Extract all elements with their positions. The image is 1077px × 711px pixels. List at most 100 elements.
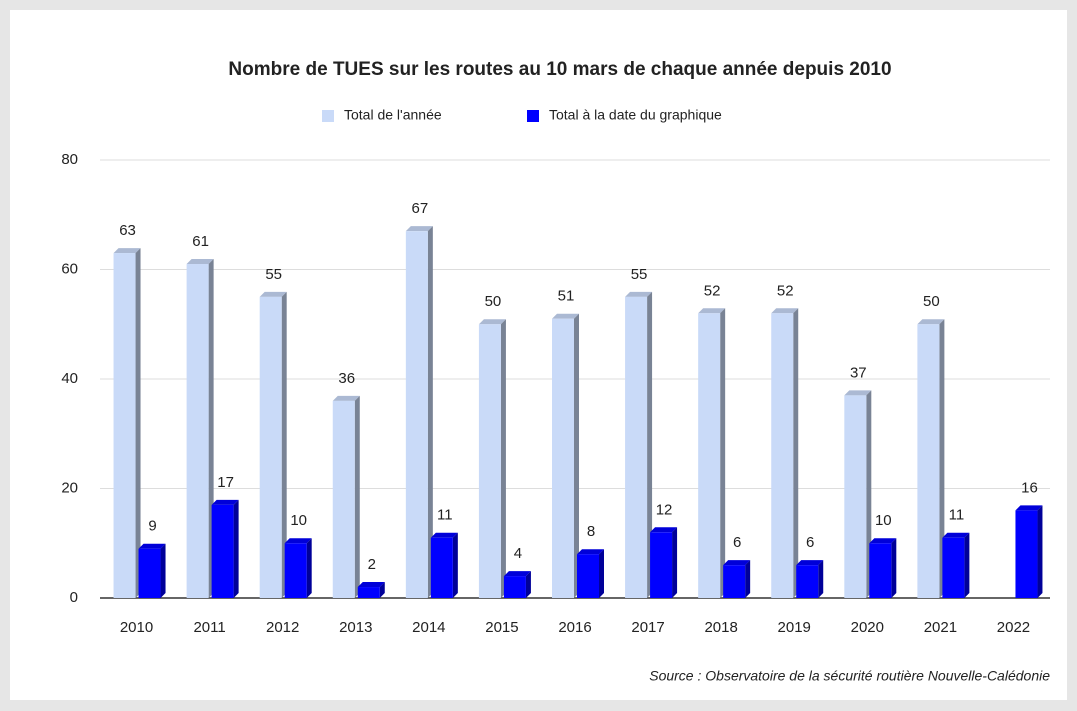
- bar: [430, 532, 458, 598]
- bar-side: [939, 319, 945, 598]
- bar: [211, 499, 239, 598]
- legend-swatch: [527, 110, 539, 122]
- bar-top: [503, 571, 531, 577]
- bar-side: [720, 308, 726, 598]
- value-label: 52: [704, 282, 721, 299]
- value-label: 6: [806, 534, 814, 551]
- bar-side: [427, 226, 433, 599]
- bar-top: [869, 538, 897, 544]
- bar-top: [430, 532, 458, 538]
- bar-top: [625, 291, 653, 297]
- bar-front: [552, 318, 574, 598]
- value-label: 2: [368, 556, 376, 573]
- value-label: 67: [412, 200, 429, 217]
- bar: [332, 395, 360, 598]
- bar-front: [478, 324, 501, 598]
- value-label: 50: [485, 293, 502, 310]
- bar-front: [723, 565, 746, 598]
- bar-top: [186, 259, 214, 265]
- x-tick-label: 2020: [851, 619, 884, 636]
- bar-side: [379, 582, 385, 598]
- value-label: 61: [192, 233, 209, 250]
- bar-front: [138, 548, 161, 598]
- value-label: 16: [1021, 479, 1038, 496]
- bar-front: [1015, 510, 1038, 598]
- bar-top: [698, 308, 726, 314]
- x-tick-label: 2015: [485, 619, 518, 636]
- bar-top: [138, 543, 166, 549]
- bar-front: [259, 296, 282, 598]
- y-tick-label: 40: [61, 370, 78, 387]
- bar-top: [405, 226, 433, 232]
- bar: [552, 313, 579, 598]
- bar: [478, 319, 506, 598]
- bar-front: [771, 313, 794, 598]
- y-tick-label: 20: [61, 479, 78, 496]
- bar-top: [1015, 505, 1043, 511]
- legend-label: Total de l'année: [344, 107, 442, 123]
- x-tick-label: 2016: [558, 619, 591, 636]
- bar-front: [650, 532, 673, 598]
- bar-front: [698, 313, 721, 598]
- value-label: 10: [875, 512, 892, 529]
- x-tick-label: 2021: [924, 619, 957, 636]
- bar-side: [964, 532, 970, 598]
- bar-side: [452, 532, 458, 598]
- bar-side: [354, 395, 360, 598]
- value-label: 55: [265, 266, 282, 283]
- bar-top: [771, 308, 799, 314]
- bar-side: [891, 538, 897, 598]
- bar-front: [844, 395, 867, 598]
- bar-side: [500, 319, 506, 598]
- bar-side: [525, 571, 531, 598]
- bar-front: [942, 537, 965, 598]
- value-label: 11: [949, 507, 965, 524]
- bar-top: [650, 527, 678, 533]
- bar: [138, 543, 166, 598]
- bar-front: [186, 264, 209, 598]
- bar: [917, 319, 945, 598]
- value-label: 8: [587, 523, 595, 540]
- x-tick-label: 2013: [339, 619, 372, 636]
- bar-front: [796, 565, 819, 598]
- bar-top: [211, 499, 239, 505]
- bar: [625, 291, 653, 598]
- x-tick-label: 2010: [120, 619, 153, 636]
- bar-top: [796, 560, 824, 566]
- value-label: 9: [148, 518, 156, 535]
- bar-top: [284, 538, 312, 544]
- bar: [503, 571, 531, 598]
- bar-front: [869, 543, 892, 598]
- bar-side: [745, 560, 751, 598]
- bar-front: [284, 543, 307, 598]
- x-tick-label: 2017: [631, 619, 664, 636]
- x-tick-label: 2018: [704, 619, 737, 636]
- bar-top: [917, 319, 945, 325]
- bar: [1015, 505, 1043, 598]
- bar: [284, 538, 312, 598]
- value-label: 50: [923, 293, 940, 310]
- bar-side: [1037, 505, 1043, 598]
- bar: [650, 527, 678, 598]
- bar-side: [672, 527, 678, 598]
- bar: [869, 538, 897, 598]
- value-label: 52: [777, 282, 794, 299]
- bar-side: [818, 560, 824, 598]
- bar: [186, 259, 214, 598]
- bar-side: [647, 291, 653, 598]
- value-label: 4: [514, 545, 522, 562]
- bar-front: [357, 587, 380, 598]
- bar: [771, 308, 799, 598]
- bar-top: [723, 560, 751, 566]
- bar-side: [160, 543, 166, 598]
- bar: [698, 308, 726, 598]
- bar: [357, 582, 385, 598]
- bar-side: [135, 248, 141, 598]
- y-tick-label: 0: [70, 589, 78, 606]
- value-label: 51: [558, 288, 575, 305]
- bar-front: [577, 554, 599, 598]
- bar-top: [357, 582, 385, 588]
- legend-label: Total à la date du graphique: [549, 107, 722, 123]
- bar-front: [211, 504, 234, 598]
